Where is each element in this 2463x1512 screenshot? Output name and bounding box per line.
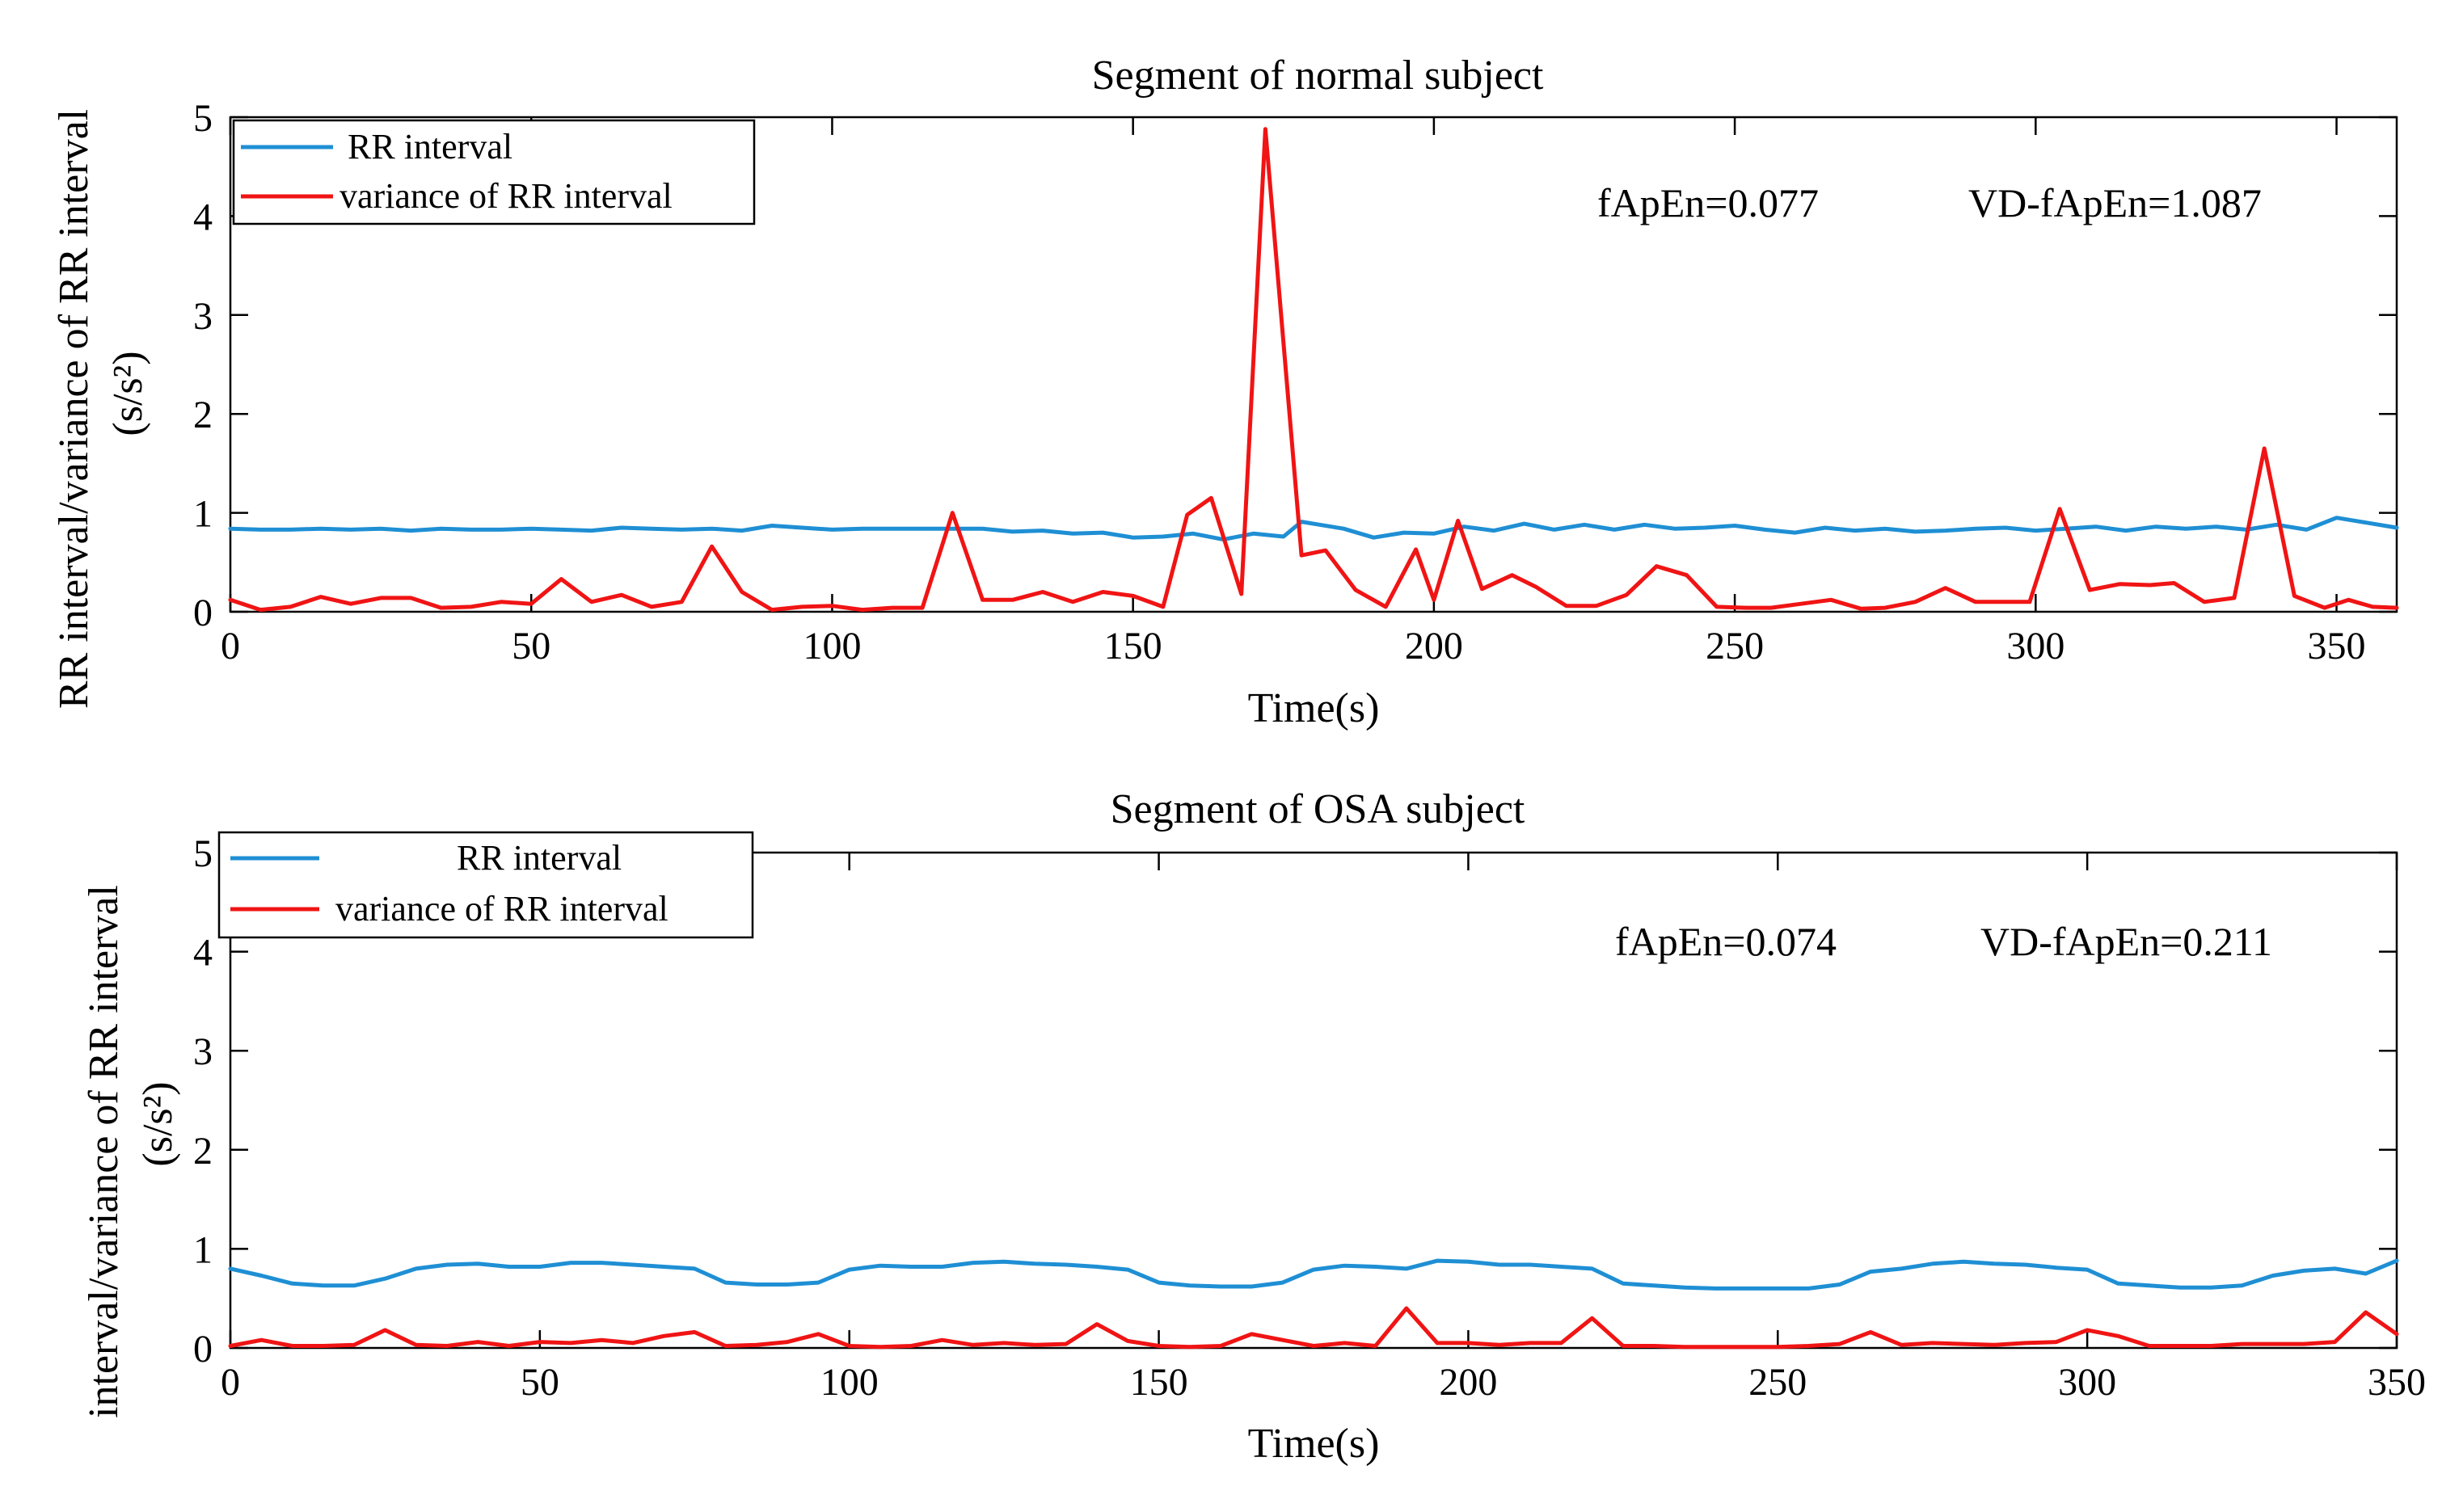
vd-fapen-annotation: VD-fApEn=1.087	[1968, 180, 2262, 225]
y-axis-unit-group: (s/s²)	[105, 351, 151, 436]
y-tick-label: 5	[193, 97, 213, 140]
x-tick-label: 0	[221, 1361, 240, 1404]
legend: RR interval variance of RR interval	[232, 119, 756, 225]
x-axis-label: Time(s)	[1248, 685, 1380, 731]
x-tick-label: 150	[1104, 625, 1162, 668]
ticks: 0 50 100 150 200 250 300 350 0 1 2 3 4 5	[193, 832, 2426, 1404]
legend-label-rr: RR interval	[348, 127, 512, 166]
y-axis-label-group: RR interval/variance of RR interval	[51, 109, 97, 709]
y-tick-label: 0	[193, 1328, 213, 1371]
legend-label-var: variance of RR interval	[335, 889, 668, 929]
legend-label-rr: RR interval	[457, 838, 622, 878]
y-tick-label: 3	[193, 295, 213, 338]
series-rr-interval-line	[228, 1258, 2399, 1291]
y-axis-label: interval/variance of RR interval	[81, 885, 127, 1418]
chart-normal-subject: Segment of normal subject RR interval/va…	[51, 53, 2399, 731]
series-layer	[228, 127, 2399, 613]
x-tick-label: 0	[221, 625, 240, 668]
y-tick-label: 4	[193, 932, 213, 975]
x-tick-label: 250	[1706, 625, 1764, 668]
chart-title: Segment of normal subject	[1092, 53, 1544, 99]
x-tick-label: 100	[820, 1361, 879, 1404]
x-tick-label: 200	[1405, 625, 1463, 668]
y-axis-label: RR interval/variance of RR interval	[51, 109, 97, 709]
legend-label-var: variance of RR interval	[340, 176, 673, 216]
x-tick-label: 300	[2006, 625, 2064, 668]
y-axis-label-group: interval/variance of RR interval	[81, 885, 127, 1418]
y-tick-label: 5	[193, 832, 213, 875]
x-tick-label: 350	[2368, 1361, 2426, 1404]
x-tick-label: 100	[803, 625, 861, 668]
y-axis-unit: (s/s²)	[105, 351, 151, 436]
y-tick-label: 0	[193, 592, 213, 634]
series-variance-line	[228, 127, 2399, 613]
legend-box	[217, 831, 754, 939]
x-tick-label: 50	[512, 625, 550, 668]
x-tick-label: 150	[1130, 1361, 1188, 1404]
y-tick-label: 2	[193, 1130, 213, 1173]
fapen-annotation: fApEn=0.074	[1615, 919, 1837, 964]
series-rr-interval-line	[228, 516, 2399, 542]
chart-title: Segment of OSA subject	[1111, 786, 1525, 832]
fapen-annotation: fApEn=0.077	[1597, 180, 1819, 225]
chart-osa-subject: Segment of OSA subject interval/variance…	[81, 786, 2426, 1467]
x-tick-label: 250	[1748, 1361, 1807, 1404]
y-tick-label: 1	[193, 1228, 213, 1271]
y-axis-unit: (s/s²)	[135, 1081, 181, 1166]
x-tick-label: 200	[1439, 1361, 1497, 1404]
y-tick-label: 2	[193, 394, 213, 436]
legend: RR interval variance of RR interval	[217, 831, 754, 939]
ticks: 0 50 100 150 200 250 300 350 0 1 2 3 4 5	[193, 97, 2397, 668]
y-tick-label: 3	[193, 1030, 213, 1073]
legend-box	[232, 119, 756, 225]
y-tick-label: 1	[193, 493, 213, 536]
y-tick-label: 4	[193, 196, 213, 238]
x-axis-label: Time(s)	[1248, 1421, 1380, 1467]
vd-fapen-annotation: VD-fApEn=0.211	[1980, 919, 2272, 964]
x-tick-label: 50	[521, 1361, 559, 1404]
x-tick-label: 300	[2058, 1361, 2116, 1404]
y-axis-unit-group: (s/s²)	[135, 1081, 181, 1166]
series-layer	[228, 1258, 2399, 1350]
series-variance-line	[228, 1306, 2399, 1350]
x-tick-label: 350	[2308, 625, 2366, 668]
